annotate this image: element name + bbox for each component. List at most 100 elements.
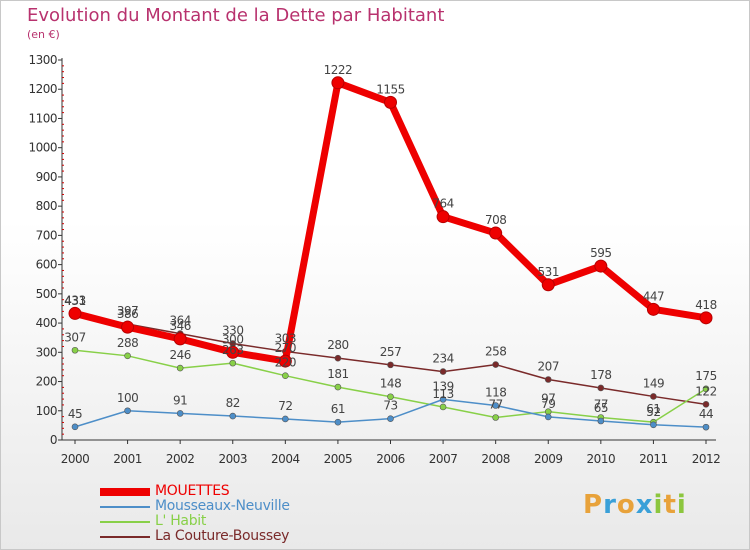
- logo-letter: P: [583, 490, 604, 520]
- x-tick-label: 2003: [218, 452, 247, 466]
- data-label: 307: [64, 330, 85, 344]
- data-label: 447: [643, 289, 664, 303]
- data-label: 207: [538, 359, 559, 373]
- legend-swatch: [100, 521, 150, 523]
- data-point: [124, 352, 131, 360]
- data-point: [597, 417, 605, 425]
- y-tick-label: 1000: [28, 141, 57, 155]
- data-point: [439, 368, 447, 375]
- data-point: [176, 410, 184, 417]
- data-point: [439, 396, 447, 403]
- data-point: [544, 413, 552, 421]
- data-point: [650, 393, 657, 400]
- data-label: 346: [169, 319, 190, 333]
- y-tick-label: 1300: [28, 53, 57, 67]
- data-label: 79: [541, 397, 555, 411]
- data-label: 148: [380, 377, 401, 391]
- data-label: 595: [590, 246, 611, 260]
- data-point: [334, 418, 342, 426]
- data-label: 303: [275, 331, 296, 345]
- legend-swatch: [100, 488, 150, 496]
- y-tick-label: 600: [36, 258, 57, 272]
- data-point: [334, 383, 342, 391]
- x-tick-label: 2010: [587, 452, 616, 466]
- data-point: [492, 402, 499, 409]
- data-label: 61: [331, 402, 345, 416]
- x-tick-label: 2009: [534, 452, 563, 466]
- data-point: [229, 412, 237, 420]
- x-tick-label: 2012: [692, 452, 721, 466]
- data-label: 397: [117, 304, 138, 318]
- data-label: 149: [643, 376, 664, 390]
- legend-swatch: [100, 506, 150, 508]
- y-tick-label: 900: [36, 170, 57, 184]
- data-point: [124, 407, 131, 415]
- data-label: 300: [222, 332, 243, 346]
- data-label: 708: [485, 213, 506, 227]
- data-label: 91: [173, 393, 187, 407]
- data-label: 72: [278, 399, 292, 413]
- data-point: [387, 415, 394, 422]
- logo-letter: r: [603, 490, 617, 520]
- legend-label: MOUETTES: [155, 483, 230, 499]
- data-label: 288: [117, 336, 138, 350]
- chart-title: Evolution du Montant de la Dette par Hab…: [27, 5, 445, 26]
- data-point: [439, 403, 447, 411]
- x-tick-label: 2001: [113, 452, 142, 466]
- data-point: [71, 423, 79, 431]
- data-point: [173, 332, 187, 346]
- data-label: 122: [695, 384, 716, 398]
- x-tick-label: 2004: [271, 452, 300, 466]
- data-point: [384, 95, 397, 109]
- data-point: [646, 302, 660, 316]
- data-point: [492, 361, 499, 368]
- logo-letter: i: [676, 490, 687, 520]
- data-label: 263: [222, 343, 243, 357]
- y-tick-label: 100: [36, 404, 57, 418]
- legend-swatch: [100, 536, 150, 538]
- data-point: [702, 423, 710, 431]
- data-point: [541, 278, 555, 292]
- y-tick-label: 300: [36, 345, 57, 359]
- data-label: 364: [169, 314, 190, 328]
- chart-unit: (en €): [27, 28, 60, 41]
- data-label: 246: [169, 348, 190, 362]
- data-label: 1222: [324, 63, 353, 77]
- data-label: 178: [590, 368, 611, 382]
- y-tick-label: 200: [36, 375, 57, 389]
- data-label: 44: [699, 407, 713, 421]
- data-point: [331, 76, 345, 90]
- x-tick-label: 2006: [376, 452, 405, 466]
- data-label: 52: [646, 405, 660, 419]
- data-point: [489, 226, 503, 240]
- data-point: [282, 372, 289, 379]
- data-point: [436, 210, 450, 224]
- data-point: [282, 415, 289, 423]
- data-label: 181: [327, 367, 348, 381]
- x-tick-label: 2011: [639, 452, 668, 466]
- data-label: 418: [695, 298, 716, 312]
- data-point: [229, 359, 237, 367]
- data-label: 77: [594, 397, 608, 411]
- data-label: 82: [226, 396, 240, 410]
- logo-letter: o: [616, 490, 636, 520]
- data-point: [278, 354, 292, 368]
- data-point: [334, 354, 342, 362]
- data-label: 61: [646, 402, 660, 416]
- data-point: [226, 345, 240, 359]
- data-label: 270: [275, 341, 296, 355]
- data-label: 531: [538, 265, 559, 279]
- data-label: 431: [64, 294, 85, 308]
- data-point: [702, 385, 710, 393]
- data-point: [699, 311, 713, 325]
- y-tick-label: 800: [36, 199, 57, 213]
- data-label: 175: [695, 369, 716, 383]
- data-label: 330: [222, 324, 243, 338]
- data-label: 234: [432, 352, 453, 366]
- y-tick-label: 700: [36, 228, 57, 242]
- data-label: 258: [485, 345, 506, 359]
- logo-letter: i: [653, 490, 664, 520]
- y-tick-label: 1100: [28, 111, 57, 125]
- data-label: 280: [327, 338, 348, 352]
